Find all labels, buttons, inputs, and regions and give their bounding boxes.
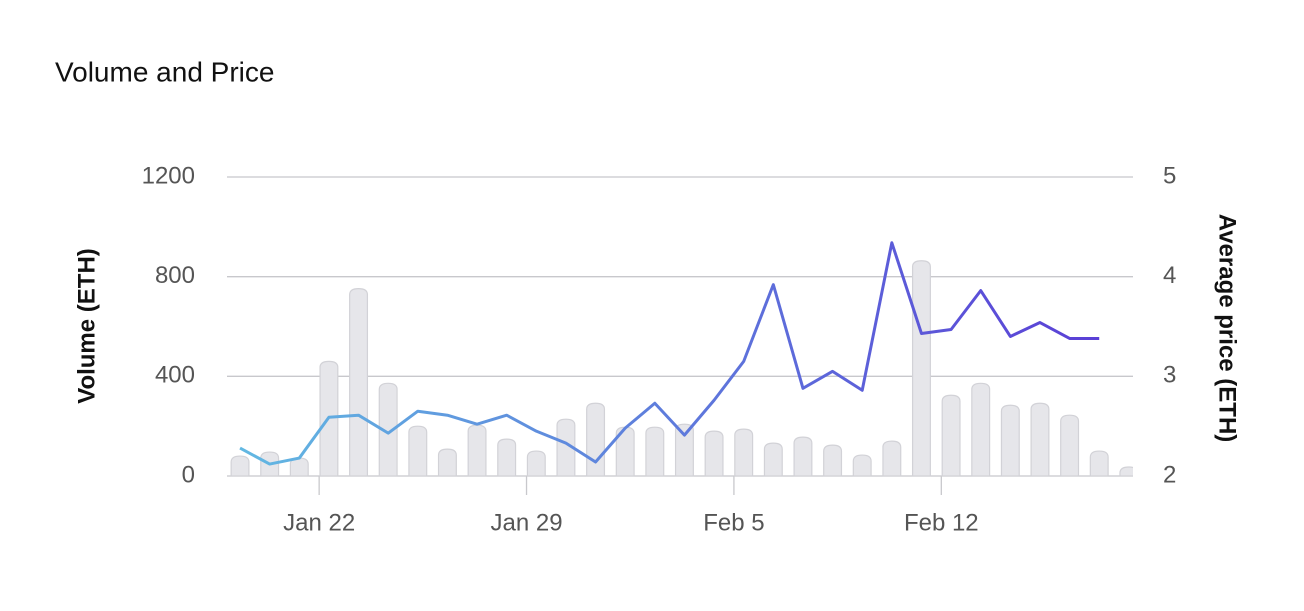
price-line <box>239 241 1100 466</box>
bar <box>378 382 398 477</box>
bar <box>704 430 724 477</box>
y2-tick-label: 3 <box>1163 362 1176 389</box>
chart-title: Volume and Price <box>55 56 274 87</box>
y-tick-label: 0 <box>182 461 195 488</box>
bar <box>882 440 902 477</box>
bar <box>793 436 813 477</box>
bar <box>586 402 606 477</box>
x-tick-label: Feb 5 <box>703 509 764 536</box>
bar <box>734 428 754 477</box>
bar <box>674 423 694 477</box>
y2-tick-label: 2 <box>1163 461 1176 488</box>
y-tick-label: 1200 <box>142 162 195 189</box>
y-tick-label: 400 <box>155 362 195 389</box>
x-tick-label: Jan 22 <box>283 509 355 536</box>
bar <box>230 455 250 477</box>
x-tick-label: Feb 12 <box>904 509 979 536</box>
y2-axis-label: Average price (ETH) <box>1214 214 1241 443</box>
bar <box>467 424 487 477</box>
bar <box>1030 402 1050 477</box>
bar <box>497 438 517 477</box>
y-tick-label: 800 <box>155 262 195 289</box>
bar <box>941 394 961 477</box>
bar <box>645 426 665 477</box>
bar <box>763 442 783 477</box>
bar <box>1089 450 1109 477</box>
bar <box>437 448 457 477</box>
y-axis-label: Volume (ETH) <box>73 248 100 404</box>
y2-tick-label: 5 <box>1163 162 1176 189</box>
x-tick-label: Jan 29 <box>490 509 562 536</box>
bar <box>852 454 872 477</box>
y2-tick-label: 4 <box>1163 262 1176 289</box>
bar <box>349 288 369 477</box>
bar <box>823 444 843 477</box>
bar <box>1119 466 1133 477</box>
bar <box>971 382 991 477</box>
bar <box>1060 414 1080 477</box>
bar <box>911 260 931 477</box>
bar <box>408 425 428 477</box>
bar <box>556 418 576 477</box>
bar <box>1000 404 1020 477</box>
bar <box>526 450 546 477</box>
